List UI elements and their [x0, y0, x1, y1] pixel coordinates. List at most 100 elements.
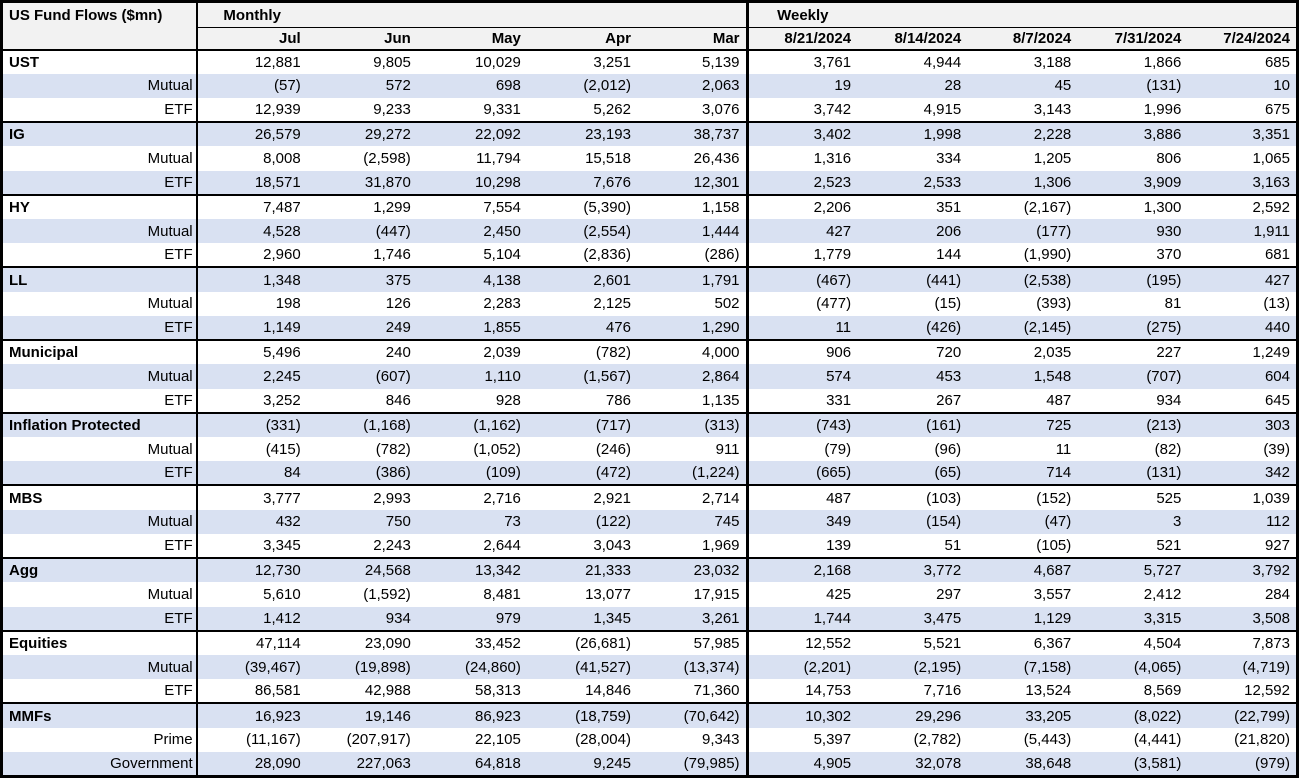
value-cell: 13,342 — [416, 557, 527, 583]
value-cell: 2,716 — [416, 484, 527, 510]
value-cell: 2,039 — [416, 339, 527, 365]
value-cell: 2,283 — [483, 295, 521, 313]
value-cell: 7,487 — [196, 193, 307, 220]
value-cell: 2,921 — [526, 484, 637, 510]
value-cell: 240 — [306, 339, 417, 365]
value-cell: (1,162) — [416, 411, 527, 437]
value-cell: 5,397 — [813, 731, 852, 749]
row-label: Government — [1, 751, 198, 777]
value-cell: 3,886 — [1077, 121, 1188, 147]
row-label: ETF — [1, 170, 198, 195]
value-cell: 4,000 — [636, 339, 749, 365]
value-cell: (2,201) — [803, 658, 852, 676]
value-cell: 249 — [385, 319, 411, 337]
value-cell: (213) — [1077, 411, 1188, 437]
value-cell: 786 — [605, 391, 631, 409]
sub-row: Mutual (415) (782) (1,052) (246) 911 (79) (96) 1… — [1, 437, 1298, 462]
sub-row: ETF 1,149 249 1,855 476 1,290 11 (426) (2,145) (2… — [1, 315, 1298, 341]
value-cell: 574 — [826, 367, 852, 385]
value-cell: (11,167) — [245, 731, 301, 749]
table-body: UST 12,881 9,805 10,029 3,251 5,139 3,761 4,944… — [1, 48, 1298, 777]
row-label: ETF — [1, 388, 198, 413]
value-cell: 2,206 — [747, 193, 858, 220]
value-cell: 23,090 — [306, 629, 417, 655]
value-cell: 432 — [275, 513, 301, 531]
value-cell: 681 — [1264, 246, 1290, 264]
value-cell: 685 — [1187, 48, 1298, 74]
value-cell: 5,139 — [636, 48, 749, 74]
value-cell: 1,548 — [1033, 367, 1072, 385]
group-label: HY — [1, 193, 198, 220]
column-header-week-3: 8/7/2024 — [967, 27, 1078, 51]
value-cell: 4,944 — [857, 48, 968, 74]
column-header-week-1: 8/21/2024 — [747, 27, 858, 51]
value-cell: (2,012) — [583, 77, 631, 95]
value-cell: 351 — [857, 193, 968, 220]
sub-row: Mutual 2,245 (607) 1,110 (1,567) 2,864 574 453 1… — [1, 364, 1298, 389]
group-label: IG — [1, 121, 198, 147]
value-cell: 47,114 — [196, 629, 307, 655]
sub-row: ETF 12,939 9,233 9,331 5,262 3,076 3,742 4,915 3… — [1, 97, 1298, 123]
value-cell: 297 — [936, 585, 962, 603]
value-cell: (13,374) — [636, 654, 749, 680]
value-cell: 16,923 — [196, 702, 307, 728]
value-cell: (13) — [1263, 295, 1290, 313]
value-cell: 5,262 — [593, 101, 631, 119]
value-cell: (441) — [857, 266, 968, 292]
value-cell: (743) — [747, 411, 858, 437]
value-cell: 4,504 — [1077, 629, 1188, 655]
value-cell: (1,052) — [473, 440, 521, 458]
value-cell: (103) — [857, 484, 968, 510]
value-cell: 3,351 — [1187, 121, 1298, 147]
value-cell: 303 — [1187, 411, 1298, 437]
value-cell: 1,135 — [636, 388, 749, 413]
sub-row: ETF 3,345 2,243 2,644 3,043 1,969 139 51 (105) 52… — [1, 533, 1298, 559]
value-cell: 934 — [385, 609, 411, 627]
value-cell: 1,855 — [483, 319, 521, 337]
group-label: LL — [1, 266, 198, 292]
value-cell: 15,518 — [585, 149, 631, 167]
value-cell: 22,105 — [474, 731, 521, 749]
value-cell: 2,412 — [1143, 585, 1182, 603]
value-cell: 12,939 — [254, 101, 301, 119]
value-cell: 2,533 — [923, 173, 962, 191]
value-cell: 675 — [1264, 101, 1290, 119]
value-cell: (472) — [595, 464, 631, 482]
sub-row: ETF 1,412 934 979 1,345 3,261 1,744 3,475 1,129 3… — [1, 606, 1298, 631]
value-cell: 10,298 — [474, 173, 521, 191]
value-cell: 86,581 — [254, 682, 301, 700]
column-header-mar: Mar — [636, 27, 749, 51]
value-cell: 284 — [1264, 585, 1290, 603]
sub-row: ETF 18,571 31,870 10,298 7,676 12,301 2,523 2,5… — [1, 170, 1298, 195]
value-cell: (415) — [265, 440, 301, 458]
value-cell: 139 — [826, 536, 852, 554]
value-cell: 24,568 — [306, 557, 417, 583]
value-cell: 206 — [936, 222, 962, 240]
column-header-week-4: 7/31/2024 — [1077, 27, 1188, 51]
value-cell: 604 — [1264, 367, 1290, 385]
value-cell: (41,527) — [575, 658, 631, 676]
value-cell: 2,450 — [483, 222, 521, 240]
value-cell: 3,163 — [1252, 173, 1290, 191]
group-label: UST — [1, 48, 198, 74]
value-cell: (467) — [747, 266, 858, 292]
value-cell: 227,063 — [356, 754, 411, 772]
value-cell: 18,571 — [254, 173, 301, 191]
value-cell: 9,343 — [636, 727, 749, 752]
group-header-row: Inflation Protected (331) (1,168) (1,162) (7… — [1, 411, 1298, 437]
value-cell: (1,592) — [363, 585, 411, 603]
value-cell: 1,306 — [1033, 173, 1072, 191]
column-header-jul: Jul — [196, 27, 307, 51]
value-cell: 86,923 — [416, 702, 527, 728]
value-cell: (782) — [526, 339, 637, 365]
value-cell: 4,915 — [923, 101, 962, 119]
value-cell: 6,367 — [967, 629, 1078, 655]
value-cell: (386) — [375, 464, 411, 482]
value-cell: 846 — [385, 391, 411, 409]
value-cell: 2,601 — [526, 266, 637, 292]
sub-row: Mutual 4,528 (447) 2,450 (2,554) 1,444 427 206 (… — [1, 219, 1298, 244]
value-cell: 13,524 — [1025, 682, 1072, 700]
value-cell: 1,911 — [1253, 222, 1290, 240]
group-header-row: IG 26,579 29,272 22,092 23,193 38,737 3,402 1,9… — [1, 121, 1298, 147]
value-cell: (4,719) — [1242, 658, 1290, 676]
